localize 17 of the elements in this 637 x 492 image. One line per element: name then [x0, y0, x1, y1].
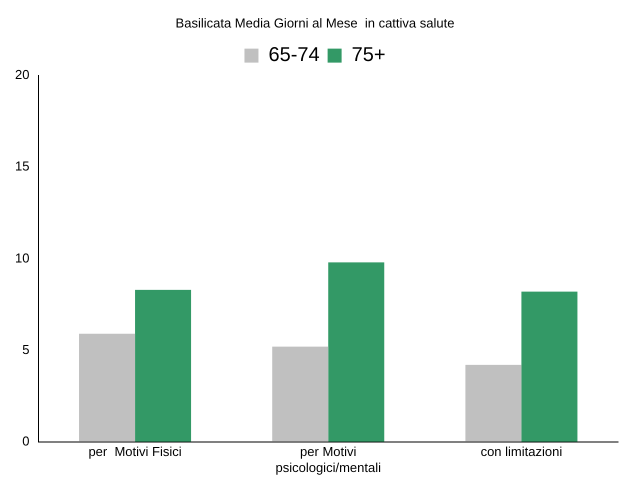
- y-tick-label: 5: [22, 342, 30, 357]
- x-tick-label: con limitazioni: [480, 444, 562, 460]
- bar: [465, 364, 522, 442]
- bar: [521, 292, 578, 442]
- bar: [272, 346, 328, 442]
- chart-title: Basilicata Media Giorni al Mese in cattiva salute: [176, 15, 454, 30]
- y-tick-label: 0: [22, 433, 30, 448]
- bar: [328, 262, 384, 442]
- bar: [135, 290, 192, 442]
- bar: [79, 334, 136, 442]
- y-tick-label: 20: [14, 67, 30, 82]
- y-tick-label: 10: [14, 250, 30, 266]
- legend-label: 75+: [352, 44, 386, 66]
- legend-label: 65-74: [268, 44, 320, 66]
- x-tick-label: per Motivi psicologici/mentali: [275, 444, 382, 475]
- x-tick-label: per Motivi Fisici: [88, 444, 182, 460]
- y-tick-label: 15: [14, 158, 30, 174]
